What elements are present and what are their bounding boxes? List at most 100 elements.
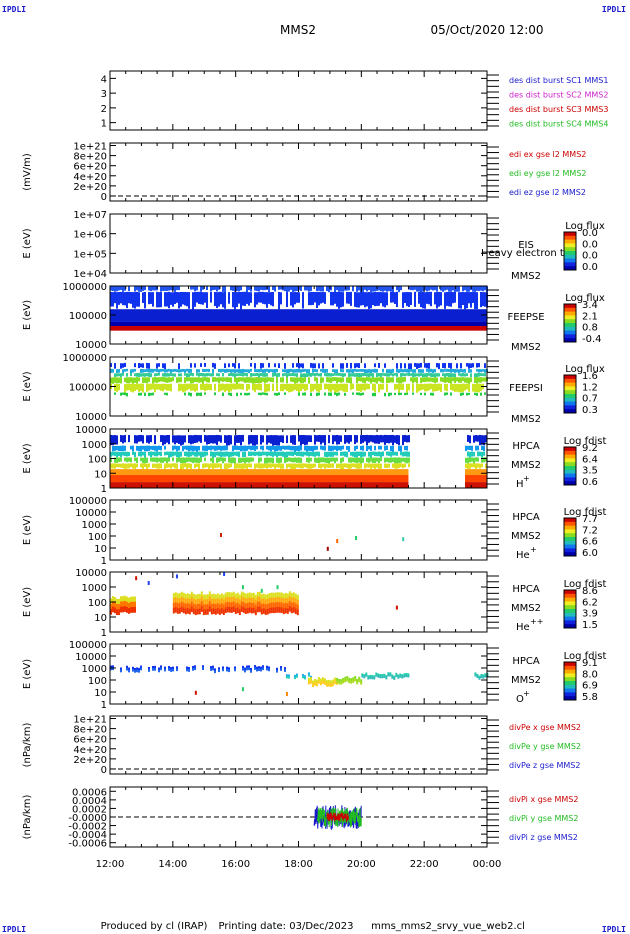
spectrogram-cell [220,603,223,609]
spectrogram-cell [374,392,376,397]
spectrogram-cell [246,292,248,304]
y-tick-label: 0.0004 [72,796,107,807]
y-tick-label: 1 [101,628,107,639]
spectrogram-cell [401,676,404,679]
spectrogram-cell [478,377,480,383]
spectrogram-cell [182,384,184,393]
spectrogram-cell [424,373,426,377]
spectrogram-cell [446,372,448,377]
spectrogram-cell [154,463,156,468]
spectrogram-cell [244,603,247,610]
spectrogram-cell [236,435,238,443]
spectrogram-cell [358,292,360,308]
spectrogram-cell [428,373,430,376]
spectrogram-cell [284,602,287,609]
spectrogram-cell [120,286,122,290]
spectrogram-cell [372,286,374,292]
spectrogram-cell [346,678,349,682]
spectrogram-cell [473,451,476,457]
spectrogram-cell [372,383,374,391]
spectrogram-cell [264,599,267,606]
spectrogram-cell [424,292,426,309]
spectrogram-cell [242,291,244,306]
spectrogram-cell [394,457,396,464]
spectrogram-cell [158,363,160,367]
spectrogram-cell [364,286,366,290]
spectrogram-cell [186,445,188,451]
spectrogram-cell [332,363,334,368]
spectrogram-cell [178,593,181,599]
spectrogram-cell [264,604,267,611]
spectrogram-cell [318,451,320,457]
spectrogram-cell [184,377,186,383]
spectrogram-cell [144,392,146,396]
spectrogram-cell [160,291,162,308]
spectrogram-cell [204,604,207,610]
spectrogram-cell [324,383,326,390]
spectrogram-cell [408,369,410,373]
spectrogram-cell [372,369,374,373]
spectrogram-cell [190,451,192,457]
spectrogram-cell [456,369,458,373]
spectrogram-cell [138,286,140,292]
spectrogram-cell [236,392,238,397]
spectrogram-cell [186,463,188,470]
spectrogram-cell [272,607,275,614]
colorbar-segment [564,401,576,406]
spectrogram-cell [180,435,182,446]
spectrogram-cell [112,435,114,446]
spectrogram-cell [293,674,296,678]
spectrogram-cell [454,286,456,292]
spectrogram-cell [214,609,217,615]
spectrogram-cell [112,463,114,469]
spectrogram-cell [310,286,312,291]
spectrogram-cell [174,451,176,456]
spectrogram-cell [392,373,394,377]
spectrogram-cell [406,368,408,373]
spectrogram-cell [242,602,245,608]
spectrogram-cell [192,377,194,384]
spectrogram-cell [316,369,318,373]
spectrogram-cell [332,373,334,377]
spectrogram-cell [158,669,160,673]
spectrogram-cell [390,286,392,292]
spectrogram-cell [248,369,250,374]
spectrogram-cell [364,369,366,373]
spectrogram-cell [302,383,304,390]
spectrogram-cell [210,463,212,468]
spectrogram-cell [230,286,232,291]
instrument-label: FEEPSE [507,312,544,323]
spectrogram-cell [324,457,326,463]
spectrogram-cell [200,457,202,463]
spectrogram-cell [398,383,400,393]
spectrogram-cell [128,286,130,292]
spectrogram-cell [250,434,252,444]
spectrogram-cell [152,392,154,396]
colorbar-frame [563,517,577,557]
colorbar-segment [564,454,576,459]
spectrogram-cell [212,377,214,383]
spectrogram-cell [176,666,178,669]
spectrogram-cell [146,362,148,369]
spectrogram-cell [194,665,196,668]
spectrogram-cell [302,392,304,396]
instrument-label: HPCA [512,656,540,667]
spectrogram-cell [380,377,382,383]
spectrogram-cell [162,457,164,463]
spectrogram-cell [364,435,366,442]
spectrogram-cell [172,445,174,451]
spectrogram-cell [190,377,192,384]
spectrogram-cell [342,363,344,369]
spectrogram-cell [262,445,264,451]
spectrogram-cell [198,603,201,610]
spectrogram-cell [234,593,237,600]
spectrogram-cell [264,377,266,384]
colorbar-segment [564,382,576,387]
spectrogram-cell [303,675,306,678]
spectrogram-cell [476,363,478,368]
spectrogram-cell [430,286,432,290]
spectrogram-cell [222,604,225,611]
spectrogram-cell [284,667,286,670]
colorbar-segment [564,390,576,395]
spectrogram-cell [376,377,378,384]
